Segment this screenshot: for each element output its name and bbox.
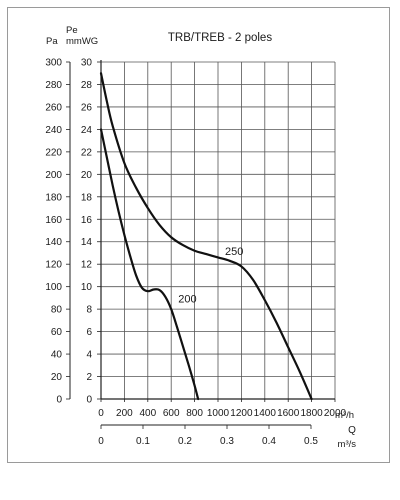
y-right-unit-top: Pe [66,25,78,36]
x2-tick-label: 0.1 [136,436,150,447]
y-mmwg-tick-label: 22 [81,147,93,158]
y-mmwg-tick-label: 16 [81,215,93,226]
y-pa-tick-label: 260 [45,102,62,113]
grid [100,61,336,400]
chart-title: TRB/TREB - 2 poles [168,32,272,44]
x-tick-label: 1000 [207,408,230,419]
x-tick-label: 2000 [324,408,347,419]
y-pa-tick-label: 80 [51,305,63,316]
series-label-250: 250 [225,246,243,258]
y-mmwg-tick-label: 0 [86,395,92,406]
x-tick-label: 400 [139,408,156,419]
y-right-unit-bottom: mmWG [66,36,98,47]
y-pa-tick-label: 40 [51,350,63,361]
y-pa-tick-label: 100 [45,282,62,293]
y-mmwg-tick-label: 8 [86,305,92,316]
y-pa-tick-label: 300 [45,58,62,69]
x-tick-label: 0 [98,408,104,419]
y-pa-tick-label: 280 [45,80,62,91]
y-pa-tick-label: 220 [45,147,62,158]
x2-tick-label: 0 [98,436,104,447]
y-pa-tick-label: 20 [51,372,63,383]
y-mmwg-tick-label: 24 [81,125,93,136]
y-pa-tick-label: 140 [45,237,62,248]
x-tick-label: 200 [116,408,133,419]
series-label-200: 200 [178,293,196,305]
series-curve-200 [99,128,200,401]
y-pa-tick-label: 160 [45,215,62,226]
y-mmwg-tick-label: 18 [81,192,93,203]
series-curve-250 [99,72,313,401]
y-mmwg-tick-label: 12 [81,260,93,271]
x-unit: m³/h [335,410,354,421]
x2-tick-label: 0.4 [262,436,276,447]
y-pa-tick-label: 60 [51,327,63,338]
x-tick-label: 1400 [254,408,277,419]
series-group: 200 250 [99,72,313,401]
y-mmwg-tick-label: 4 [86,350,92,361]
x-tick-label: 600 [163,408,180,419]
y-pa-tick-label: 120 [45,260,62,271]
y-mmwg-tick-label: 6 [86,327,92,338]
x2-unit: m³/s [338,439,357,450]
axes [66,60,336,429]
y-mmwg-tick-label: 26 [81,102,93,113]
y-mmwg-tick-label: 30 [81,58,93,69]
y-pa-tick-label: 200 [45,170,62,181]
x-tick-label: 1800 [300,408,323,419]
y-pa-tick-label: 0 [56,395,62,406]
chart-frame [7,7,390,463]
x2-tick-label: 0.5 [304,436,318,447]
y-left-unit: Pa [46,36,58,47]
x-symbol: Q [348,425,356,436]
x2-tick-label: 0.2 [178,436,192,447]
x-tick-label: 1600 [277,408,300,419]
x-tick-label: 800 [186,408,203,419]
y-mmwg-tick-label: 14 [81,237,93,248]
y-mmwg-tick-label: 2 [86,372,92,383]
x-tick-label: 1200 [230,408,253,419]
y-mmwg-tick-label: 20 [81,170,93,181]
y-pa-tick-label: 180 [45,192,62,203]
y-mmwg-tick-label: 10 [81,282,93,293]
y-pa-tick-label: 240 [45,125,62,136]
x2-tick-label: 0.3 [220,436,234,447]
y-mmwg-tick-label: 28 [81,80,93,91]
